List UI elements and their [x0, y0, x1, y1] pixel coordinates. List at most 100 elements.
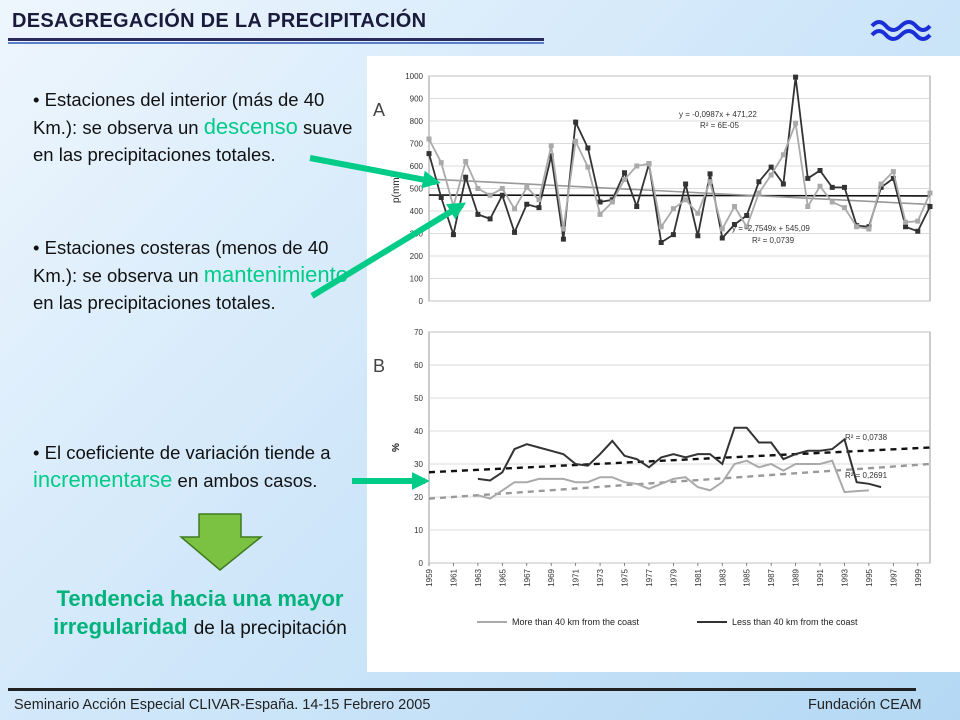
- y-tick-label: 50: [414, 394, 423, 403]
- data-point: [450, 204, 456, 209]
- bullet-coastal-prefix: • Estaciones costeras (menos de 40 Km.):…: [33, 237, 329, 286]
- footer-rule: [8, 688, 916, 691]
- data-point: [634, 163, 640, 169]
- trendline: [428, 446, 931, 474]
- data-point: [756, 179, 762, 185]
- y-tick-label: 200: [410, 252, 424, 261]
- y-tick-label: 10: [414, 526, 423, 535]
- data-point: [829, 199, 835, 205]
- data-point: [890, 169, 896, 175]
- data-point: [426, 151, 432, 157]
- data-point: [890, 175, 896, 181]
- data-point: [780, 181, 786, 187]
- data-point: [438, 195, 444, 200]
- down-arrow-icon: [179, 513, 263, 571]
- data-point: [487, 216, 493, 222]
- data-point: [719, 226, 725, 232]
- trendline: [428, 462, 931, 500]
- x-tick-label: 1979: [669, 568, 678, 586]
- chart-b-variation-coefficient: 0 10 20 30 40 50 60 70% B 1959 1961 1963 1965 1967 196…: [373, 328, 931, 627]
- data-point: [499, 186, 505, 191]
- data-point: [695, 233, 701, 239]
- x-tick-label: 1997: [889, 568, 898, 586]
- data-point: [817, 168, 823, 173]
- data-point: [634, 204, 640, 209]
- y-tick-label: 300: [410, 230, 424, 239]
- data-point: [475, 186, 481, 191]
- data-point: [524, 201, 530, 207]
- x-tick-label: 1995: [865, 568, 874, 586]
- data-point: [719, 235, 725, 241]
- data-point: [878, 181, 884, 187]
- x-tick-label: 1985: [743, 568, 752, 586]
- data-point: [536, 197, 542, 203]
- y-tick-label: 1000: [405, 72, 423, 81]
- slide-title: DESAGREGACIÓN DE LA PRECIPITACIÓN: [12, 10, 427, 32]
- data-point: [512, 206, 518, 212]
- data-point: [731, 222, 737, 227]
- data-point: [793, 120, 799, 126]
- plot-area: [428, 331, 931, 564]
- x-tick-label: 1965: [498, 568, 507, 586]
- x-tick-label: 1959: [425, 568, 434, 586]
- bullet-variation-suffix: en ambos casos.: [177, 470, 318, 491]
- data-point: [829, 184, 835, 190]
- data-point: [903, 224, 909, 230]
- bullet-variation-highlight: incrementarse: [33, 467, 173, 492]
- y-axis-label: %: [391, 443, 402, 452]
- data-point: [683, 181, 689, 187]
- x-tick-label: 1989: [792, 568, 801, 586]
- series-line: [477, 426, 882, 489]
- data-point: [731, 204, 737, 209]
- chart-a-precipitation: 0 100 200 300 400 500 600 700 800 900 1000 p(mm) A y …: [373, 72, 933, 306]
- y-tick-label: 30: [414, 460, 423, 469]
- y-tick-label: 0: [419, 297, 424, 306]
- x-tick-label: 1977: [645, 568, 654, 586]
- conclusion-bold: Tendencia hacia una mayor irregularidad: [53, 586, 344, 639]
- y-tick-label: 40: [414, 427, 423, 436]
- data-point: [622, 170, 628, 176]
- data-point: [670, 232, 676, 238]
- x-tick-label: 1999: [914, 568, 923, 586]
- trend-r2-a1: R² = 6E-05: [700, 121, 739, 130]
- trend-equation-a2: y = -2,7549x + 545,09: [732, 224, 810, 233]
- data-point: [915, 228, 921, 234]
- data-point: [695, 210, 701, 216]
- trend-r2-b1: R² = 0,0738: [845, 433, 888, 442]
- data-point: [805, 175, 811, 181]
- data-point: [548, 143, 554, 149]
- data-point: [548, 153, 554, 159]
- data-point: [609, 199, 615, 205]
- y-tick-label: 20: [414, 493, 423, 502]
- y-tick-label: 600: [410, 162, 424, 171]
- data-point: [499, 192, 505, 198]
- series-line: [428, 76, 931, 245]
- data-point: [536, 205, 542, 211]
- data-point: [512, 229, 518, 235]
- data-point: [854, 224, 860, 230]
- wave-logo-icon: [870, 20, 932, 41]
- y-tick-label: 70: [414, 328, 423, 337]
- data-point: [841, 205, 847, 211]
- y-tick-label: 700: [410, 140, 424, 149]
- data-point: [573, 138, 579, 144]
- x-tick-label: 1991: [816, 568, 825, 586]
- footer-left: Seminario Acción Especial CLIVAR-España.…: [14, 697, 431, 713]
- data-point: [597, 211, 603, 217]
- conclusion: Tendencia hacia una mayor irregularidad …: [30, 585, 370, 643]
- bullet-interior-highlight: descenso: [203, 114, 298, 139]
- y-tick-label: 0: [419, 559, 424, 568]
- panel-label: B: [373, 356, 385, 376]
- data-point: [560, 236, 566, 242]
- x-tick-label: 1963: [474, 568, 483, 586]
- bullet-interior: • Estaciones del interior (más de 40 Km.…: [33, 86, 353, 168]
- bullet-coastal-highlight: mantenimiento: [203, 262, 348, 287]
- y-tick-label: 900: [410, 95, 424, 104]
- x-tick-label: 1983: [718, 568, 727, 586]
- data-point: [524, 184, 530, 190]
- data-point: [573, 119, 579, 125]
- data-point: [450, 232, 456, 238]
- data-point: [768, 172, 774, 178]
- data-point: [487, 192, 493, 198]
